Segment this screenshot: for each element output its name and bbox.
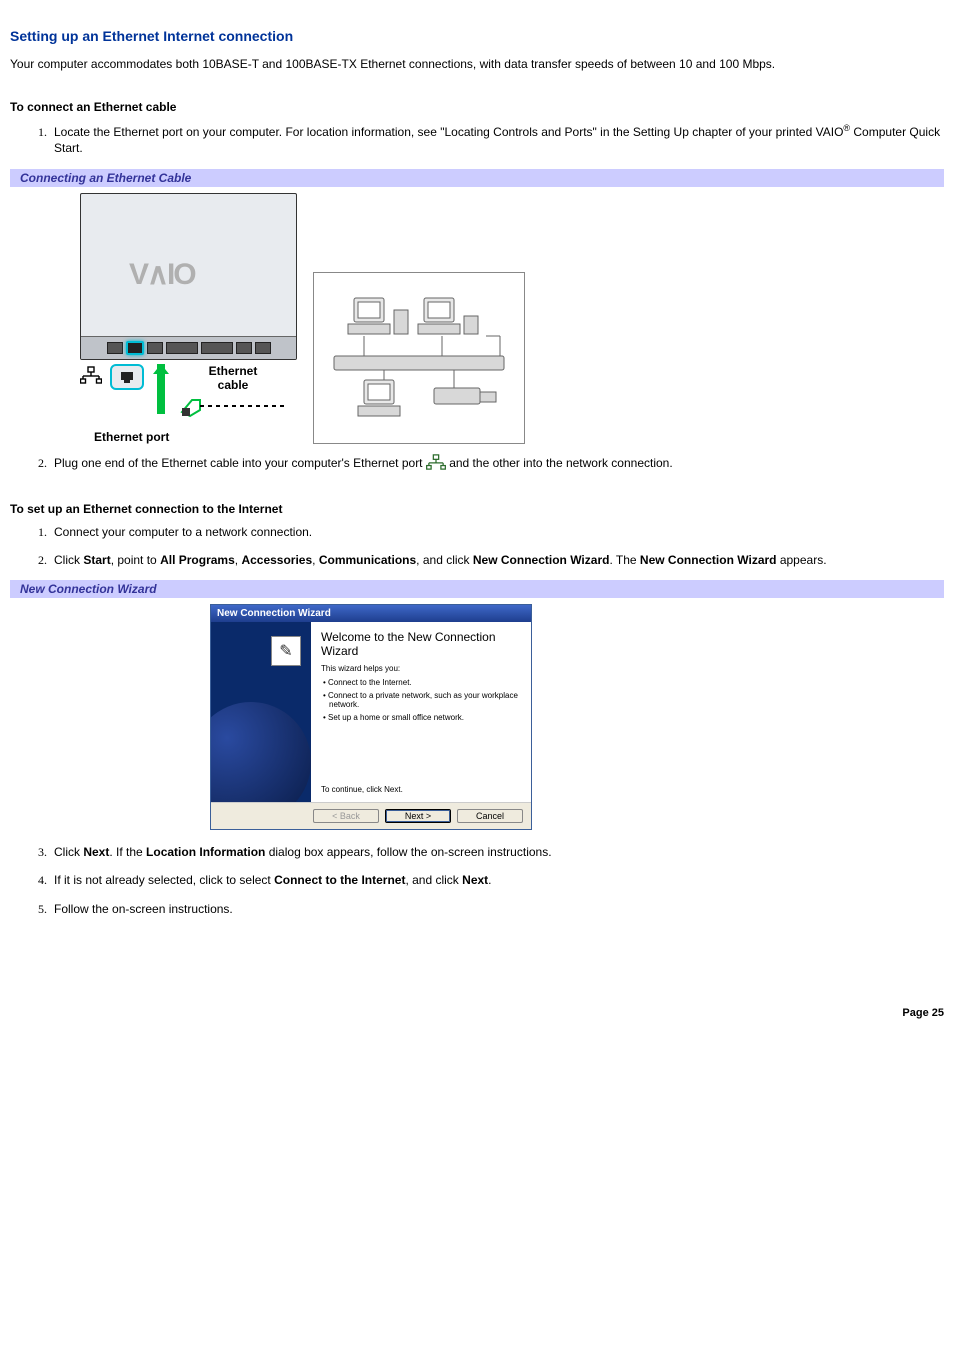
vaio-logo: V∧IO	[129, 254, 249, 303]
wizard-next-button[interactable]: Next >	[385, 809, 451, 823]
setup-step-1: Connect your computer to a network conne…	[50, 524, 944, 540]
step1-text-a: Locate the Ethernet port on your compute…	[54, 125, 843, 139]
page-title: Setting up an Ethernet Internet connecti…	[10, 28, 944, 44]
wizard-continue-text: To continue, click Next.	[321, 785, 403, 794]
connect-step-1: Locate the Ethernet port on your compute…	[50, 122, 944, 156]
wizard-bullet-3: Set up a home or small office network.	[329, 713, 521, 722]
ethernet-port-label: Ethernet port	[94, 430, 297, 444]
globe-icon	[211, 702, 311, 802]
ethernet-cable-label: Ethernet cable	[209, 364, 258, 392]
svg-text:V∧IO: V∧IO	[129, 258, 196, 291]
wizard-back-button[interactable]: < Back	[313, 809, 379, 823]
wizard-side-icon: ✎	[271, 636, 301, 666]
setup-step-5: Follow the on-screen instructions.	[50, 901, 944, 917]
connect-step-2: Plug one end of the Ethernet cable into …	[50, 454, 944, 474]
wizard-titlebar: New Connection Wizard	[211, 605, 531, 622]
wizard-heading: Welcome to the New Connection Wizard	[321, 630, 521, 658]
network-illustration	[313, 272, 525, 444]
callout-arrow-icon	[152, 364, 170, 424]
ethernet-icon	[80, 366, 102, 387]
setup-internet-heading: To set up an Ethernet connection to the …	[10, 502, 944, 516]
step2-text-a: Plug one end of the Ethernet cable into …	[54, 456, 426, 470]
laptop-illustration: V∧IO	[80, 193, 297, 360]
connect-cable-heading: To connect an Ethernet cable	[10, 100, 944, 114]
ethernet-plug-icon	[178, 394, 288, 418]
wizard-window: New Connection Wizard ✎ Welcome to the N…	[210, 604, 532, 830]
setup-step-3: Click Next. If the Location Information …	[50, 844, 944, 860]
ethernet-figure-caption: Connecting an Ethernet Cable	[10, 169, 944, 187]
wizard-figure-caption: New Connection Wizard	[10, 580, 944, 598]
ethernet-inline-icon	[426, 454, 446, 474]
wizard-bullet-2: Connect to a private network, such as yo…	[329, 691, 521, 709]
ethernet-port-callout-icon	[110, 364, 144, 390]
wizard-figure: New Connection Wizard ✎ Welcome to the N…	[210, 604, 944, 830]
wizard-bullet-1: Connect to the Internet.	[329, 678, 521, 687]
setup-step-2: Click Start, point to All Programs, Acce…	[50, 552, 944, 568]
setup-step-4: If it is not already selected, click to …	[50, 872, 944, 888]
page-number: Page 25	[10, 1007, 944, 1019]
wizard-helps-text: This wizard helps you:	[321, 664, 521, 673]
step2-text-b: and the other into the network connectio…	[449, 456, 672, 470]
intro-paragraph: Your computer accommodates both 10BASE-T…	[10, 56, 944, 72]
ethernet-figure: V∧IO	[80, 193, 944, 444]
wizard-cancel-button[interactable]: Cancel	[457, 809, 523, 823]
ethernet-port-highlight	[126, 341, 144, 355]
wizard-side-graphic: ✎	[211, 622, 311, 802]
